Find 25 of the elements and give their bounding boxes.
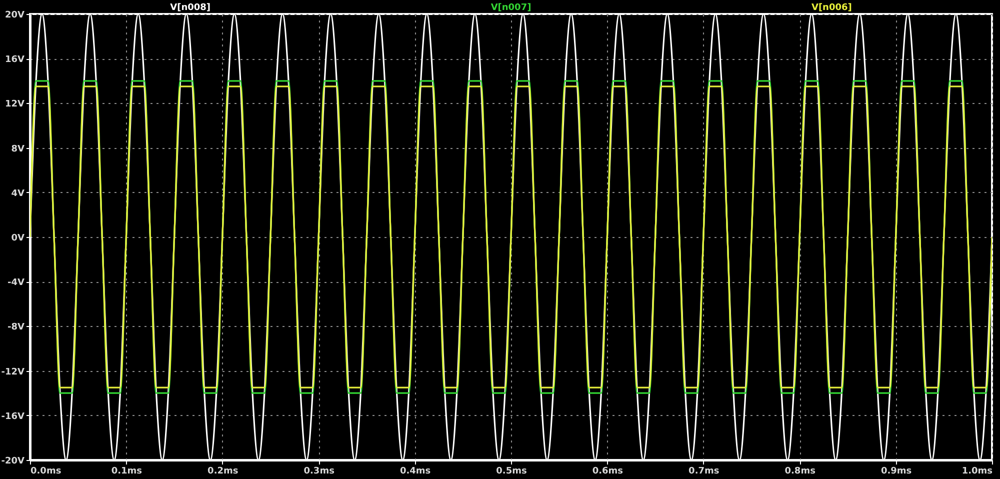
x-tick-label: 0.8ms [784, 466, 816, 476]
x-tick-label: 0.9ms [880, 466, 912, 476]
y-tick-label: -12V [1, 367, 25, 378]
x-tick-label: 1.0ms [962, 466, 992, 476]
text: V[n007] [490, 3, 532, 13]
y-tick-label: 12V [5, 100, 25, 110]
x-tick-label: 0.5ms [496, 466, 527, 476]
y-tick-label: -4V [8, 278, 25, 288]
y-tick-label: 16V [5, 55, 25, 66]
x-tick-label: 0.1ms [111, 466, 142, 476]
x-tick-label: 0.0ms [30, 466, 62, 476]
y-tick-label: -20V [1, 456, 25, 466]
x-tick-label: 0.7ms [688, 466, 720, 476]
x-tick-label: 0.2ms [208, 466, 238, 476]
y-tick-label: 20V [5, 10, 25, 20]
y-tick-label: 0V [11, 234, 25, 244]
y-tick-label: -16V [1, 412, 25, 422]
y-tick-label: 4V [11, 188, 25, 199]
x-tick-label: 0.3ms [304, 466, 334, 476]
y-tick-label: 8V [11, 144, 25, 154]
x-tick-label: 0.4ms [400, 466, 431, 476]
y-tick-label: -8V [8, 322, 25, 333]
series-label: V[n008] [170, 3, 211, 13]
x-tick-label: 0.6ms [592, 466, 624, 476]
text: V[n006] [811, 3, 852, 13]
